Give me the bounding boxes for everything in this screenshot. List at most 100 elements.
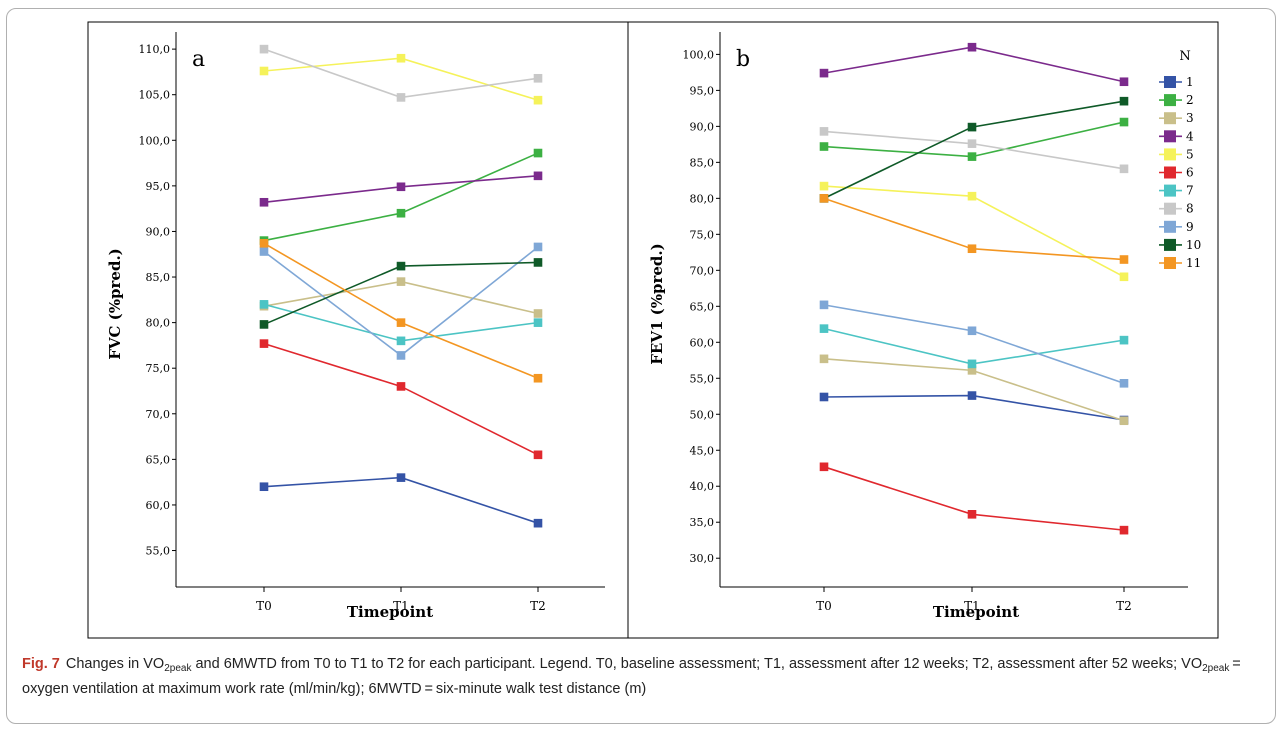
series-line — [823, 46, 1125, 83]
caption-text-2: and 6MWTD from T0 to T1 to T2 for each p… — [191, 656, 1203, 672]
data-point — [1119, 272, 1129, 282]
y-tick-label: 55,0 — [146, 545, 171, 558]
data-point — [967, 139, 977, 148]
legend-item: 5 — [1159, 147, 1194, 161]
series-11 — [259, 239, 543, 383]
figure-plot-border — [87, 21, 1219, 639]
data-point — [819, 181, 829, 191]
series-11 — [819, 194, 1129, 264]
series-4 — [819, 42, 1129, 87]
panel-label: b — [736, 47, 750, 72]
data-point — [533, 148, 543, 158]
panel-a: 55,0 60,0 65,0 70,0 75,0 80,0 85,0 90,0 95,0 100,… — [106, 32, 605, 621]
series-line — [263, 152, 539, 242]
legend-swatch — [1164, 148, 1176, 161]
legend-title: N — [1179, 49, 1190, 64]
panel-label: a — [192, 47, 205, 72]
data-point — [967, 42, 977, 52]
series-6 — [259, 339, 543, 460]
data-point — [967, 326, 977, 336]
y-tick-label: 60,0 — [146, 499, 171, 512]
series-10 — [259, 258, 543, 329]
y-tick-label: 110,0 — [139, 43, 171, 56]
y-tick-label: 50,0 — [690, 408, 715, 421]
data-point — [259, 482, 269, 492]
figure-caption: Fig. 7 Changes in VO2peak and 6MWTD from … — [22, 654, 1267, 700]
legend-item: 11 — [1159, 256, 1201, 270]
data-point — [396, 382, 406, 391]
data-point — [819, 68, 829, 78]
x-axis-title: Timepoint — [347, 603, 433, 621]
data-point — [533, 318, 543, 327]
legend-swatch — [1164, 112, 1176, 125]
legend-swatch — [1164, 130, 1176, 143]
legend-item: 8 — [1159, 202, 1194, 216]
data-point — [259, 197, 269, 207]
series-line — [263, 476, 539, 524]
y-tick-label: 100,0 — [683, 48, 715, 61]
data-point — [819, 142, 829, 151]
y-axis-title: FVC (%pred.) — [106, 248, 124, 360]
figure-label: Fig. 7 — [22, 656, 60, 672]
legend-label: 7 — [1186, 184, 1194, 198]
series-8 — [819, 127, 1129, 174]
legend-swatch — [1164, 184, 1176, 197]
y-tick-label: 55,0 — [690, 372, 715, 385]
data-point — [819, 462, 829, 472]
series-3 — [259, 277, 543, 318]
data-point — [533, 309, 543, 318]
y-tick-label: 60,0 — [690, 336, 715, 349]
figure-frame — [6, 8, 1276, 724]
y-tick-label: 100,0 — [139, 134, 171, 147]
data-point — [967, 359, 977, 369]
series-9 — [819, 300, 1129, 388]
legend-item: 4 — [1159, 129, 1194, 143]
data-point — [396, 182, 406, 192]
data-point — [533, 95, 543, 105]
legend-label: 1 — [1186, 75, 1194, 89]
series-line — [263, 280, 539, 315]
legend-item: 2 — [1159, 93, 1194, 107]
series-9 — [259, 242, 543, 360]
series-1 — [259, 473, 543, 528]
legend-label: 3 — [1186, 111, 1194, 125]
legend-swatch — [1164, 220, 1176, 233]
x-tick-label: T1 — [964, 599, 980, 613]
data-point — [533, 171, 543, 181]
data-point — [533, 73, 543, 83]
series-3 — [819, 354, 1129, 426]
data-point — [259, 239, 269, 248]
data-point — [819, 194, 829, 203]
legend-label: 5 — [1186, 147, 1194, 161]
data-point — [967, 152, 977, 161]
data-point — [967, 244, 977, 254]
series-2 — [819, 117, 1129, 161]
y-tick-label: 95,0 — [690, 84, 715, 97]
data-point — [967, 191, 977, 201]
y-tick-label: 95,0 — [146, 180, 171, 193]
y-tick-label: 75,0 — [146, 362, 171, 375]
y-tick-label: 75,0 — [690, 228, 715, 241]
data-point — [1119, 416, 1129, 426]
y-tick-label: 80,0 — [690, 192, 715, 205]
series-1 — [819, 391, 1129, 425]
legend-label: 8 — [1186, 202, 1194, 216]
legend-label: 9 — [1186, 220, 1194, 234]
data-point — [396, 93, 406, 102]
data-point — [396, 53, 406, 63]
data-point — [259, 44, 269, 54]
y-tick-label: 30,0 — [690, 552, 715, 565]
data-point — [396, 351, 406, 360]
legend-item: 7 — [1159, 184, 1194, 198]
series-line — [263, 342, 539, 456]
legend-item: 1 — [1159, 75, 1194, 89]
data-point — [259, 339, 269, 348]
legend-label: 11 — [1186, 256, 1201, 270]
y-tick-label: 85,0 — [146, 271, 171, 284]
legend-swatch — [1164, 257, 1176, 269]
x-tick-label: T2 — [1116, 599, 1132, 613]
x-tick-label: T0 — [256, 599, 272, 613]
y-tick-label: 70,0 — [146, 408, 171, 421]
legend-label: 10 — [1186, 238, 1201, 252]
data-point — [1119, 77, 1129, 87]
